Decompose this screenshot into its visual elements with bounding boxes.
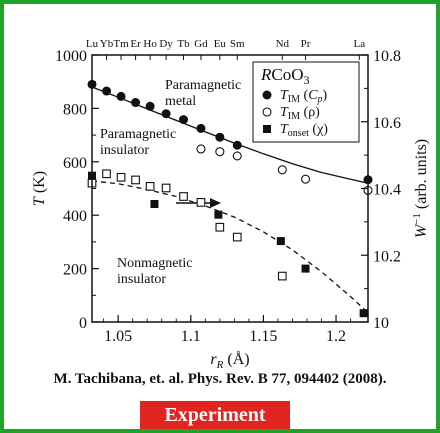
x-tick-label: 1.05 (104, 328, 132, 345)
filled-circle-point (161, 109, 171, 119)
region-label: insulator (100, 143, 149, 158)
legend-entry: TIM (ρ) (280, 105, 320, 122)
y-left-tick-label: 0 (79, 315, 87, 332)
y-left-tick-label: 600 (63, 155, 87, 172)
open-square-point (161, 183, 171, 193)
experiment-badge: Experiment (140, 401, 290, 429)
top-element-label: Er (130, 38, 141, 50)
phase-diagram-chart: 0 200 400 600 800 1000 10 10.2 10.4 10.6 10.8 1.05 1… (31, 38, 430, 371)
top-element-label: Pr (301, 38, 311, 50)
filled-circle-point (102, 86, 112, 96)
top-element-label: Ho (143, 38, 157, 50)
open-circle-point (196, 144, 206, 154)
top-element-label: La (353, 38, 365, 50)
y-right-tick-label: 10 (373, 315, 389, 332)
y-right-tick-label: 10.2 (373, 248, 401, 265)
y-left-tick-label: 200 (63, 262, 87, 279)
x-axis-title: rR (Å) (210, 350, 249, 371)
open-square-point (196, 198, 206, 207)
open-square-point (145, 182, 155, 191)
region-label: Paramagnetic (100, 127, 176, 142)
region-label: insulator (117, 272, 166, 287)
region-label: Nonmagnetic (117, 256, 192, 271)
open-square-point (116, 172, 126, 182)
filled-circle-point (116, 91, 126, 101)
filled-square-point (276, 237, 285, 246)
dashed-fit-curve (91, 180, 369, 314)
legend-title: RCoO3 (260, 65, 310, 87)
open-square-point (277, 271, 287, 281)
top-element-label: Tb (177, 38, 190, 50)
y-right-axis-title: W−1 (arb. units) (411, 139, 430, 238)
top-element-label: Lu (86, 38, 99, 50)
top-element-label: Tm (113, 38, 129, 50)
filled-square-point (359, 309, 368, 318)
y-right-tick-label: 10.8 (373, 48, 401, 65)
y-right-tick-label: 10.4 (373, 182, 401, 199)
filled-circle-point (131, 98, 141, 108)
legend-entry: Tonset (χ) (280, 122, 328, 139)
citation-text: M. Tachibana, et. al. Phys. Rev. B 77, 0… (53, 371, 387, 387)
legend-entry: TIM (Cp) (280, 88, 328, 105)
open-square-point (232, 232, 242, 242)
open-circle-point (277, 165, 287, 175)
open-square-point (102, 169, 111, 179)
filled-square-point (150, 199, 159, 208)
y-left-tick-label: 800 (63, 101, 87, 118)
y-right-tick-label: 10.6 (373, 115, 401, 132)
region-label: Paramagnetic (165, 78, 241, 93)
y-left-axis-title: T (K) (31, 171, 48, 206)
top-element-label: Eu (214, 38, 227, 50)
top-element-label: Dy (159, 38, 173, 50)
legend-marker (263, 125, 271, 133)
open-circle-point (232, 151, 242, 161)
open-square-point (179, 192, 188, 201)
region-label: metal (165, 94, 196, 109)
legend-marker (262, 90, 272, 100)
open-circle-point (215, 147, 225, 157)
open-square-point (131, 175, 140, 185)
top-element-label: Gd (194, 38, 208, 50)
filled-circle-point (179, 115, 189, 125)
x-tick-label: 1.2 (326, 328, 346, 345)
filled-circle-point (145, 101, 155, 111)
filled-square-point (214, 210, 223, 219)
top-element-label: Sm (230, 38, 245, 50)
top-element-label: Yb (100, 38, 114, 50)
x-tick-label: 1.1 (181, 328, 201, 345)
open-square-point (215, 222, 225, 232)
filled-circle-point (232, 140, 242, 150)
x-tick-label: 1.15 (249, 328, 277, 345)
y-left-tick-label: 1000 (55, 48, 87, 65)
filled-square-point (301, 264, 310, 273)
open-circle-point (300, 174, 311, 184)
top-element-label: Nd (276, 38, 290, 50)
filled-circle-point (196, 123, 206, 133)
legend-marker (262, 107, 272, 117)
arrow-head (210, 198, 221, 208)
filled-circle-point (215, 132, 225, 142)
y-left-tick-label: 400 (63, 208, 87, 225)
